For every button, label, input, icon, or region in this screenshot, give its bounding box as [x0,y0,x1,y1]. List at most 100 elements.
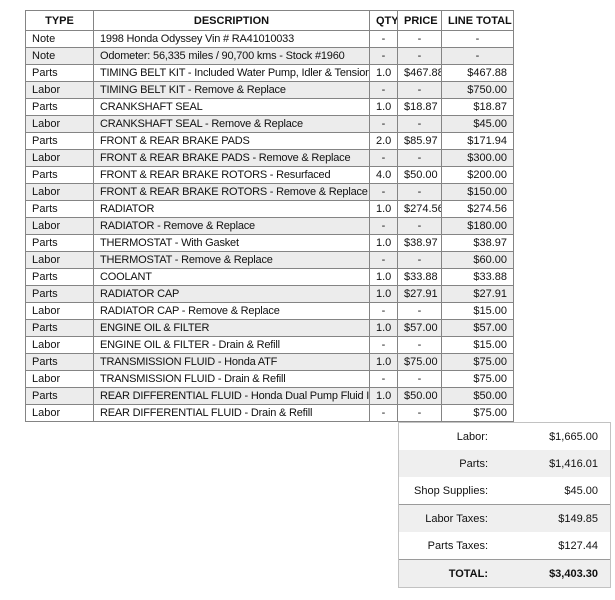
cell-price: - [397,183,442,201]
table-row: Parts CRANKSHAFT SEAL 1.0 $18.87 $18.87 [25,98,514,116]
cell-price: - [397,217,442,235]
cell-price: - [397,251,442,269]
cell-qty: 1.0 [369,200,398,218]
cell-price: $467.88 [397,64,442,82]
cell-line-total: - [441,47,514,65]
table-row: Parts THERMOSTAT - With Gasket 1.0 $38.97 $3… [25,234,514,252]
table-row: Labor TRANSMISSION FLUID - Drain & Refill… [25,370,514,388]
col-header-line-total: LINE TOTAL [441,10,514,31]
cell-line-total: $75.00 [441,353,514,371]
cell-qty: 1.0 [369,64,398,82]
summary-panel: Labor: $1,665.00 Parts: $1,416.01 Shop Suppl… [398,422,611,588]
cell-description: COOLANT [93,268,370,286]
cell-line-total: - [441,30,514,48]
cell-type: Note [25,47,94,65]
table-row: Parts RADIATOR CAP 1.0 $27.91 $27.91 [25,285,514,303]
cell-description: CRANKSHAFT SEAL - Remove & Replace [93,115,370,133]
cell-type: Note [25,30,94,48]
table-row: Labor TIMING BELT KIT - Remove & Replace -… [25,81,514,99]
cell-description: CRANKSHAFT SEAL [93,98,370,116]
cell-price: $85.97 [397,132,442,150]
col-header-description: DESCRIPTION [93,10,370,31]
cell-type: Parts [25,285,94,303]
cell-type: Parts [25,64,94,82]
cell-type: Parts [25,268,94,286]
summary-row: TOTAL: $3,403.30 [399,559,610,587]
cell-price: - [397,370,442,388]
cell-type: Labor [25,370,94,388]
cell-description: ENGINE OIL & FILTER [93,319,370,337]
cell-qty: - [369,183,398,201]
summary-value: $127.44 [558,539,598,552]
cell-price: $18.87 [397,98,442,116]
summary-value: $1,416.01 [549,457,598,470]
cell-qty: - [369,47,398,65]
cell-price: - [397,30,442,48]
summary-label: Shop Supplies: [414,484,488,497]
table-header-row: TYPE DESCRIPTION QTY PRICE LINE TOTAL [25,10,514,31]
cell-line-total: $467.88 [441,64,514,82]
cell-description: RADIATOR - Remove & Replace [93,217,370,235]
cell-line-total: $60.00 [441,251,514,269]
cell-type: Parts [25,200,94,218]
cell-line-total: $18.87 [441,98,514,116]
cell-line-total: $33.88 [441,268,514,286]
table-row: Labor REAR DIFFERENTIAL FLUID - Drain & R… [25,404,514,422]
cell-type: Parts [25,387,94,405]
cell-description: TIMING BELT KIT - Remove & Replace [93,81,370,99]
cell-line-total: $57.00 [441,319,514,337]
cell-qty: 2.0 [369,132,398,150]
cell-price: $274.56 [397,200,442,218]
table-row: Labor CRANKSHAFT SEAL - Remove & Replace -… [25,115,514,133]
cell-price: $38.97 [397,234,442,252]
table-row: Labor ENGINE OIL & FILTER - Drain & Refil… [25,336,514,354]
cell-description: Odometer: 56,335 miles / 90,700 kms - St… [93,47,370,65]
cell-line-total: $75.00 [441,370,514,388]
cell-qty: - [369,30,398,48]
cell-qty: - [369,217,398,235]
summary-row: Parts: $1,416.01 [399,450,610,477]
cell-line-total: $50.00 [441,387,514,405]
cell-type: Labor [25,336,94,354]
cell-price: $27.91 [397,285,442,303]
cell-qty: 1.0 [369,353,398,371]
cell-description: FRONT & REAR BRAKE ROTORS - Resurfaced [93,166,370,184]
summary-label: Labor: [456,430,488,443]
table-row: Parts ENGINE OIL & FILTER 1.0 $57.00 $57.00 [25,319,514,337]
cell-price: $50.00 [397,387,442,405]
cell-type: Labor [25,115,94,133]
cell-line-total: $15.00 [441,336,514,354]
cell-line-total: $750.00 [441,81,514,99]
cell-description: RADIATOR [93,200,370,218]
cell-line-total: $171.94 [441,132,514,150]
summary-label: TOTAL: [448,567,488,580]
summary-label: Parts: [459,457,488,470]
cell-qty: - [369,370,398,388]
cell-description: TIMING BELT KIT - Included Water Pump, I… [93,64,370,82]
cell-qty: 1.0 [369,285,398,303]
line-items-table: TYPE DESCRIPTION QTY PRICE LINE TOTAL No… [25,10,514,422]
cell-line-total: $274.56 [441,200,514,218]
summary-value: $149.85 [558,512,598,525]
summary-row: Parts Taxes: $127.44 [399,532,610,559]
table-row: Parts RADIATOR 1.0 $274.56 $274.56 [25,200,514,218]
cell-description: TRANSMISSION FLUID - Honda ATF [93,353,370,371]
table-row: Labor RADIATOR - Remove & Replace - - $180.0… [25,217,514,235]
cell-type: Labor [25,251,94,269]
summary-value: $1,665.00 [549,430,598,443]
cell-line-total: $200.00 [441,166,514,184]
cell-line-total: $45.00 [441,115,514,133]
cell-price: - [397,404,442,422]
cell-price: - [397,47,442,65]
cell-price: $57.00 [397,319,442,337]
cell-price: - [397,81,442,99]
cell-line-total: $38.97 [441,234,514,252]
cell-description: ENGINE OIL & FILTER - Drain & Refill [93,336,370,354]
cell-line-total: $150.00 [441,183,514,201]
table-row: Labor FRONT & REAR BRAKE PADS - Remove & … [25,149,514,167]
cell-type: Parts [25,234,94,252]
cell-description: THERMOSTAT - Remove & Replace [93,251,370,269]
cell-qty: 1.0 [369,268,398,286]
cell-line-total: $15.00 [441,302,514,320]
